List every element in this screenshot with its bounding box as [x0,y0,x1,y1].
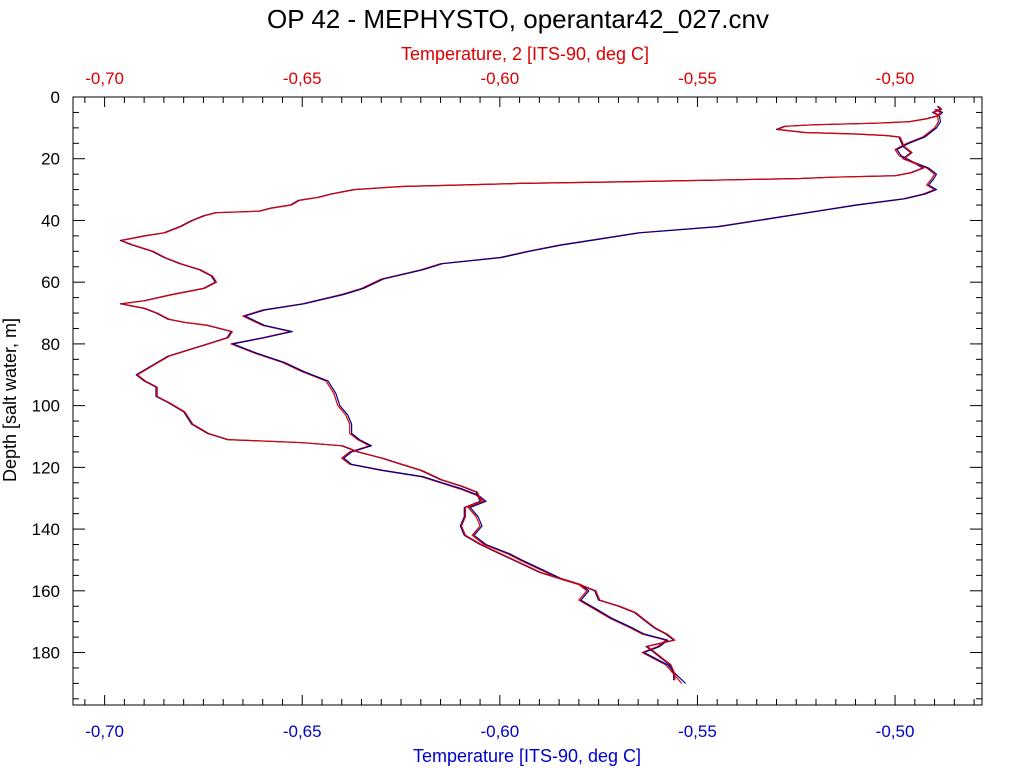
top-x-tick-label: -0,65 [283,69,322,88]
y-tick-label: 120 [32,458,60,477]
y-tick-label: 80 [41,335,60,354]
top-x-axis-label: Temperature, 2 [ITS-90, deg C] [401,44,649,64]
top-x-tick-label: -0,50 [876,69,915,88]
series-line-3 [232,108,944,684]
series-line-1 [119,105,942,681]
bottom-x-axis-label: Temperature [ITS-90, deg C] [413,746,641,766]
y-tick-label: 40 [41,211,60,230]
top-x-tick-label: -0,70 [85,69,124,88]
y-axis-label: Depth [salt water, m] [0,318,20,482]
plot-area-frame [72,96,983,706]
top-x-tick-label: -0,60 [480,69,519,88]
bottom-x-tick-label: -0,50 [876,722,915,741]
y-tick-label: 20 [41,150,60,169]
y-tick-label: 0 [51,88,60,107]
y-tick-label: 140 [32,520,60,539]
series-line-2 [230,108,942,684]
bottom-x-tick-label: -0,65 [283,722,322,741]
y-tick-label: 160 [32,582,60,601]
top-x-tick-label: -0,55 [678,69,717,88]
y-tick-label: 60 [41,273,60,292]
axis-ticks [73,96,982,705]
tick-labels: -0,70 -0,65 -0,60 -0,55 -0,50 -0,70 -0,65 -0,60… [32,69,915,741]
y-tick-label: 180 [32,644,60,663]
bottom-x-tick-label: -0,60 [480,722,519,741]
chart-title: OP 42 - MEPHYSTO, operantar42_027.cnv [267,4,769,34]
y-tick-label: 100 [32,397,60,416]
bottom-x-tick-label: -0,70 [85,722,124,741]
series-line-4 [121,105,943,681]
bottom-x-tick-label: -0,55 [678,722,717,741]
data-series [119,105,944,684]
